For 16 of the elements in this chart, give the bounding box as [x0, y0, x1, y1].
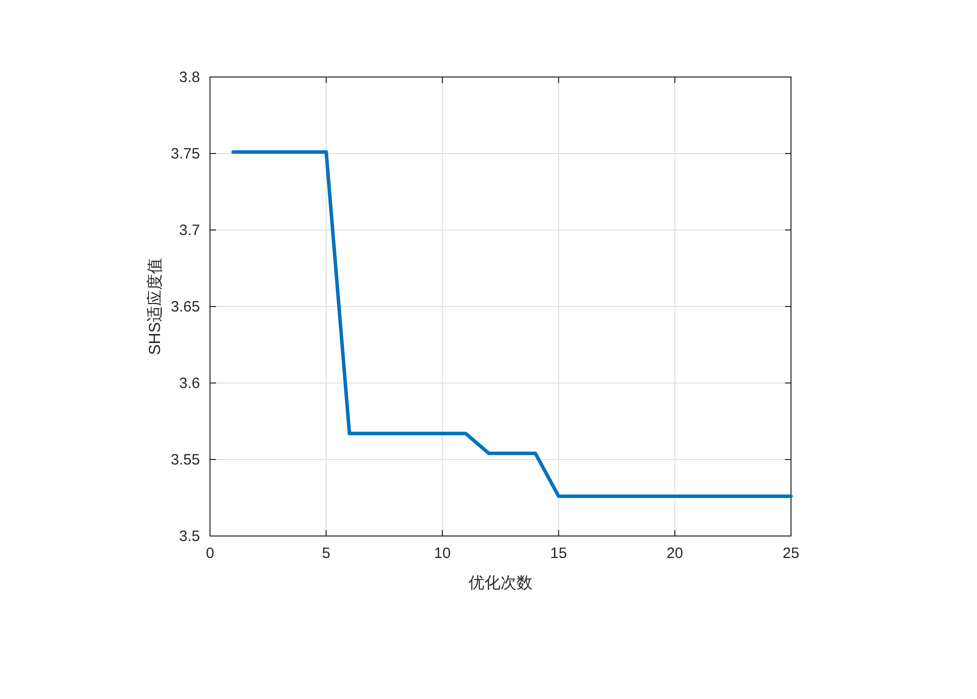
x-axis-title: 优化次数: [468, 575, 532, 592]
x-tick-label: 25: [782, 545, 800, 562]
y-tick-label: 3.5: [179, 528, 200, 545]
line-series: [231, 150, 793, 498]
y-axis-title: SHS适应度值: [146, 258, 164, 355]
x-tick-label: 20: [666, 545, 684, 562]
x-tick-label: 15: [550, 545, 567, 562]
y-tick-label: 3.8: [179, 69, 200, 86]
y-tick-label: 3.6: [179, 375, 200, 392]
x-tick-label: 0: [206, 545, 214, 562]
y-tick-label: 3.7: [179, 222, 200, 239]
y-tick-label: 3.75: [170, 146, 200, 162]
y-tick-label: 3.55: [170, 452, 200, 468]
x-tick-label: 10: [434, 545, 451, 562]
x-tick-label: 5: [322, 545, 330, 562]
y-tick-label: 3.65: [170, 298, 200, 316]
